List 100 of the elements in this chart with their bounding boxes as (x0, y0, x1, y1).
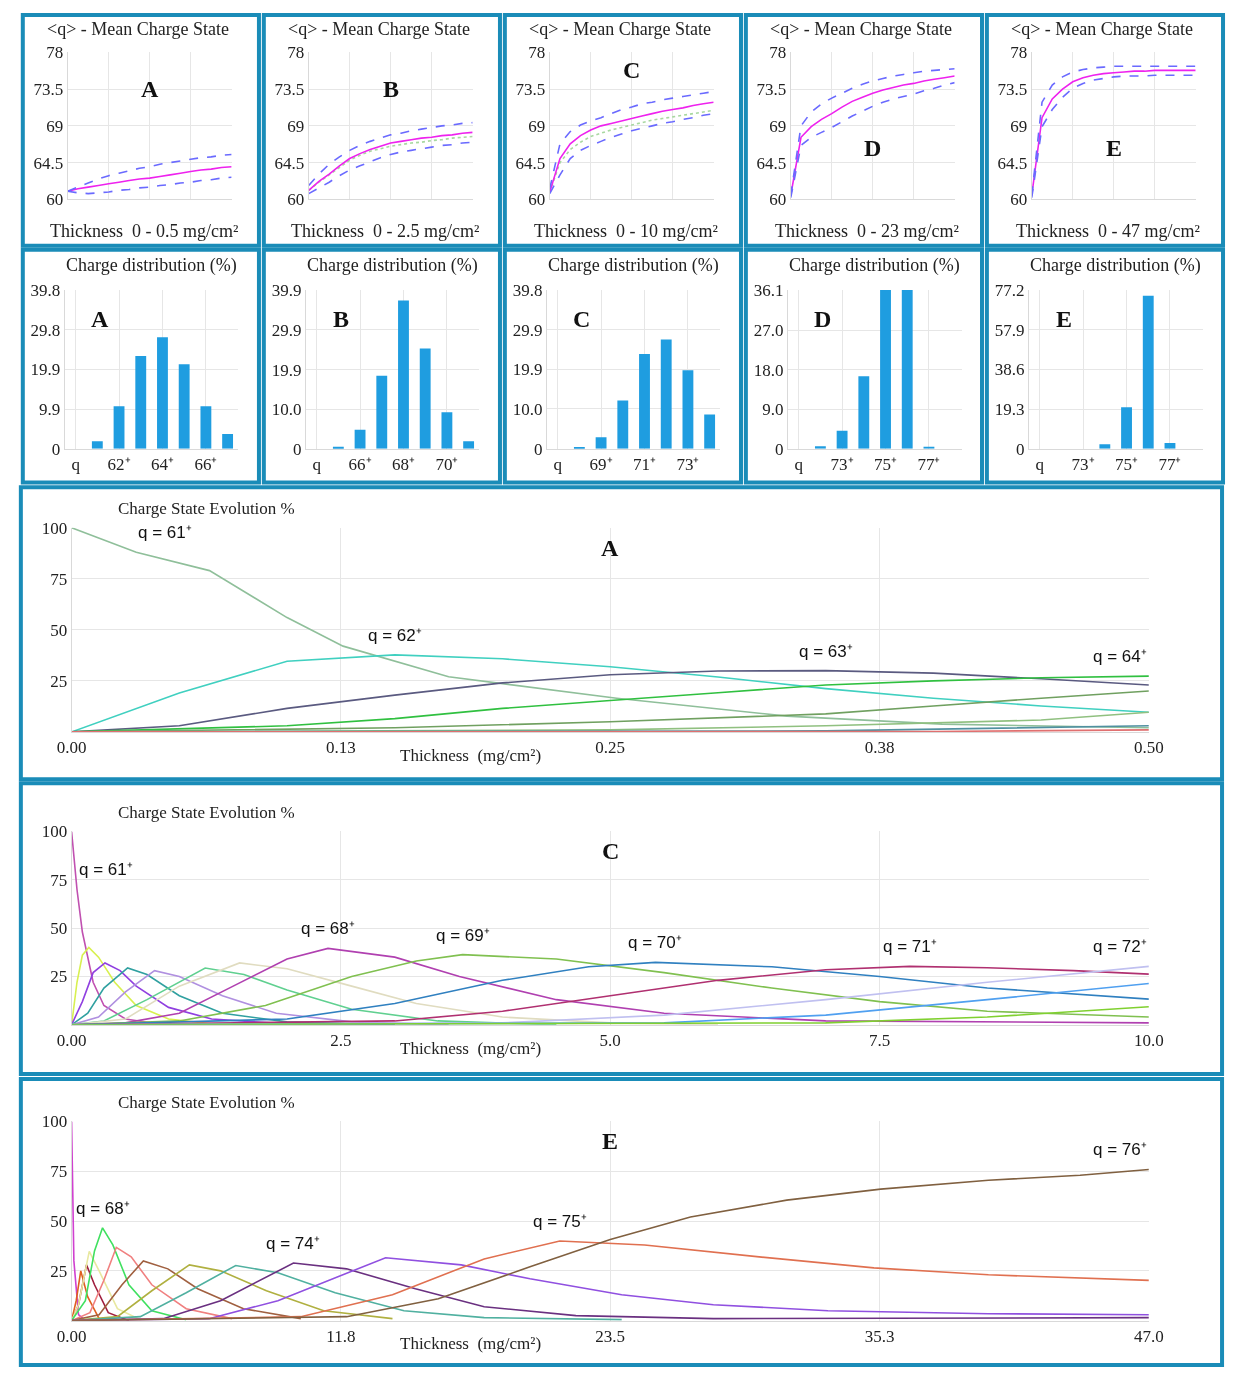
x-tick-label: 0.00 (56, 1031, 87, 1051)
y-tick-label: 50 (50, 919, 68, 939)
chart-title: <q> - Mean Charge State (770, 19, 952, 39)
x-tick-label: 2.5 (330, 1031, 352, 1051)
x-tick-label: q (71, 455, 81, 475)
x-tick-label: 11.8 (326, 1327, 356, 1347)
y-tick-label: 78 (287, 43, 305, 63)
y-tick-label: 27.0 (753, 321, 784, 341)
chart-title: <q> - Mean Charge State (47, 19, 229, 39)
y-tick-label: 10.0 (271, 400, 302, 419)
y-tick-label: 39.9 (271, 281, 302, 301)
x-tick-label: 69⁺ (589, 455, 613, 475)
y-tick-label: 60 (46, 190, 64, 210)
x-tick-label: 73⁺ (830, 455, 854, 475)
y-tick-label: 64.5 (515, 153, 546, 173)
y-tick-label: 9.0 (762, 400, 784, 420)
x-axis-title: Thickness (mg/cm²) (400, 746, 542, 765)
annotation: C (573, 306, 591, 332)
chart-title: Charge State Evolution % (118, 1093, 295, 1112)
x-tick-label: 7.5 (868, 1031, 891, 1051)
series-label: q = 74⁺ (266, 1234, 320, 1253)
x-tick-label: 0.25 (595, 738, 626, 758)
x-tick-label: 66⁺ (194, 455, 218, 475)
y-tick-label: 50 (50, 620, 68, 640)
y-tick-label: 25 (50, 1261, 68, 1281)
series-label: q = 61⁺ (138, 523, 192, 542)
chart-title: Charge distribution (%) (548, 255, 719, 276)
y-tick-label: 60 (769, 190, 787, 210)
y-tick-label: 100 (41, 1112, 68, 1132)
series-label: q = 63⁺ (799, 642, 853, 661)
series-label: q = 71⁺ (883, 937, 937, 956)
chart-title: <q> - Mean Charge State (1011, 19, 1193, 39)
y-tick-label: 69 (1010, 116, 1028, 136)
x-axis-title: Thickness 0 - 23 mg/cm² (775, 221, 959, 241)
y-tick-label: 25 (50, 967, 68, 987)
x-tick-label: 73⁺ (1071, 455, 1095, 475)
y-tick-label: 57.9 (994, 320, 1025, 340)
x-tick-label: 0.50 (1133, 738, 1164, 758)
annotation: A (601, 535, 619, 561)
series-label: q = 68⁺ (301, 919, 355, 938)
annotation: B (333, 306, 350, 332)
x-tick-label: 23.5 (595, 1327, 626, 1347)
y-tick-label: 39.8 (30, 281, 61, 301)
y-tick-label: 60 (528, 190, 546, 210)
series-label: q = 76⁺ (1093, 1140, 1147, 1159)
y-tick-label: 78 (769, 43, 787, 63)
x-tick-label: 77⁺ (1158, 455, 1182, 475)
x-tick-label: 35.3 (864, 1327, 895, 1347)
y-tick-label: 10.0 (512, 399, 543, 419)
y-tick-label: 0 (51, 439, 61, 459)
x-tick-label: 0.13 (326, 738, 356, 758)
x-tick-label: 5.0 (599, 1031, 621, 1051)
y-tick-label: 0 (292, 439, 302, 459)
y-tick-label: 19.3 (994, 400, 1025, 420)
chart-title: Charge State Evolution % (118, 803, 295, 822)
y-tick-label: 50 (50, 1212, 68, 1231)
annotation: A (141, 76, 159, 102)
annotation: A (91, 306, 109, 332)
y-tick-label: 73.5 (756, 80, 787, 100)
y-tick-label: 64.5 (274, 153, 305, 173)
y-tick-label: 73.5 (997, 80, 1028, 100)
annotation: E (602, 1128, 619, 1154)
x-tick-label: 66⁺ (348, 455, 372, 475)
y-tick-label: 73.5 (33, 80, 64, 100)
chart-title: Charge distribution (%) (789, 255, 960, 276)
x-axis-title: Thickness (mg/cm²) (400, 1039, 542, 1058)
y-tick-label: 75 (50, 870, 68, 890)
y-tick-label: 69 (287, 116, 305, 136)
y-tick-label: 0 (533, 439, 543, 459)
y-tick-label: 18.0 (753, 360, 784, 380)
x-axis-title: Thickness 0 - 0.5 mg/cm² (50, 221, 239, 241)
x-tick-label: 75⁺ (1115, 455, 1139, 475)
x-axis-title: Thickness (mg/cm²) (400, 1334, 542, 1353)
annotation: E (1056, 306, 1073, 332)
y-tick-label: 19.9 (30, 360, 61, 380)
annotation: D (864, 135, 882, 161)
y-tick-label: 77.2 (994, 281, 1025, 301)
series-label: q = 68⁺ (76, 1199, 130, 1218)
y-tick-label: 64.5 (33, 153, 64, 173)
x-tick-label: 70⁺ (435, 455, 459, 475)
x-axis-title: Thickness 0 - 2.5 mg/cm² (291, 221, 480, 241)
x-tick-label: q (553, 455, 563, 475)
y-tick-label: 19.9 (271, 360, 302, 380)
chart-title: Charge distribution (%) (307, 255, 478, 276)
series-label: q = 70⁺ (628, 933, 682, 952)
y-tick-label: 29.8 (30, 320, 61, 340)
series-label: q = 72⁺ (1093, 937, 1147, 956)
annotation: D (814, 306, 832, 332)
y-tick-label: 38.6 (994, 360, 1025, 380)
y-tick-label: 64.5 (997, 153, 1028, 173)
x-tick-label: 64⁺ (150, 455, 174, 475)
x-tick-label: q (1035, 455, 1045, 475)
chart-title: Charge distribution (%) (1030, 255, 1201, 276)
y-tick-label: 60 (1010, 190, 1028, 210)
y-tick-label: 9.9 (39, 400, 61, 420)
y-tick-label: 25 (50, 671, 68, 691)
y-tick-label: 100 (41, 822, 68, 842)
x-tick-label: 0.38 (864, 738, 895, 758)
chart-title: Charge State Evolution % (118, 499, 295, 518)
y-tick-label: 73.5 (515, 80, 546, 100)
